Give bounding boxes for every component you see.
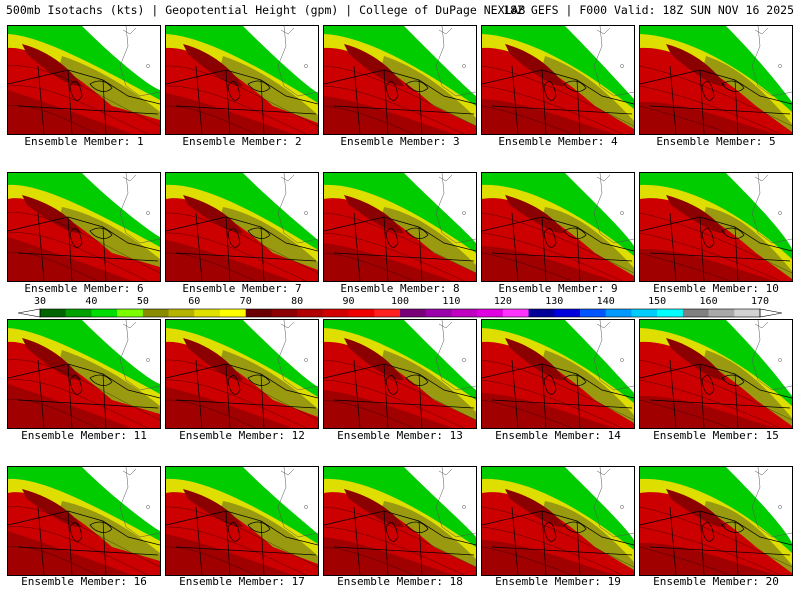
- ensemble-member-map: [639, 466, 793, 576]
- ensemble-member-label: Ensemble Member: 3: [340, 135, 460, 148]
- ensemble-member-map: [165, 172, 319, 282]
- colorbar-swatch: [297, 309, 324, 317]
- colorbar-swatch: [348, 309, 375, 317]
- ensemble-member-map: [165, 319, 319, 429]
- colorbar-swatch: [40, 309, 67, 317]
- colorbar-swatch: [194, 309, 221, 317]
- colorbar-tick-label: 170: [750, 296, 770, 307]
- header-valid-time: 18Z GEFS | F000 Valid: 18Z SUN NOV 16 20…: [503, 3, 794, 17]
- ensemble-member-map: [323, 466, 477, 576]
- ensemble-member-label: Ensemble Member: 16: [21, 575, 147, 588]
- colorbar-swatch: [400, 309, 427, 317]
- colorbar-swatch: [142, 309, 170, 317]
- colorbar-swatch: [528, 309, 555, 317]
- ensemble-member-map: [481, 172, 635, 282]
- colorbar-swatch: [271, 309, 298, 317]
- colorbar-swatch: [168, 309, 195, 317]
- colorbar-right-arrow: [759, 308, 783, 318]
- colorbar-swatch: [631, 309, 658, 317]
- colorbar-swatch: [734, 309, 761, 317]
- colorbar-swatches: [17, 308, 783, 318]
- colorbar-tick-label: 90: [342, 296, 355, 307]
- colorbar-tick-label: 30: [33, 296, 47, 307]
- ensemble-member-map: [7, 25, 161, 135]
- ensemble-member-label: Ensemble Member: 12: [179, 429, 305, 442]
- colorbar-outline: [39, 308, 761, 318]
- ensemble-member-label: Ensemble Member: 6: [24, 282, 144, 295]
- colorbar-tick-label: 40: [85, 296, 98, 307]
- ensemble-member-map: [639, 172, 793, 282]
- colorbar-swatch: [117, 309, 144, 317]
- colorbar-swatch: [451, 309, 478, 317]
- colorbar-swatch: [708, 309, 735, 317]
- colorbar-left-arrow: [17, 308, 41, 318]
- colorbar-tick-label: 140: [596, 296, 615, 307]
- ensemble-member-label: Ensemble Member: 2: [182, 135, 302, 148]
- ensemble-member-label: Ensemble Member: 19: [495, 575, 621, 588]
- ensemble-member-label: Ensemble Member: 9: [498, 282, 618, 295]
- ensemble-member-label: Ensemble Member: 14: [495, 429, 621, 442]
- ensemble-member-map: [165, 466, 319, 576]
- ensemble-member-label: Ensemble Member: 15: [653, 429, 779, 442]
- colorbar-swatch: [477, 309, 504, 317]
- ensemble-member-map: [323, 25, 477, 135]
- ensemble-member-label: Ensemble Member: 5: [656, 135, 776, 148]
- ensemble-member-map: [481, 25, 635, 135]
- ensemble-member-map: [7, 466, 161, 576]
- colorbar-swatch: [91, 309, 118, 317]
- colorbar-swatch: [580, 309, 607, 317]
- map-header: 500mb Isotachs (kts) | Geopotential Heig…: [6, 0, 794, 20]
- colorbar-swatch: [682, 309, 710, 317]
- ensemble-member-label: Ensemble Member: 18: [337, 575, 463, 588]
- ensemble-member-label: Ensemble Member: 7: [182, 282, 302, 295]
- colorbar-tick-label: 160: [699, 296, 718, 307]
- colorbar-tick-label: 130: [545, 296, 564, 307]
- colorbar-swatch: [220, 309, 247, 317]
- colorbar-swatch: [65, 309, 92, 317]
- colorbar-tick-label: 70: [239, 296, 252, 307]
- ensemble-member-label: Ensemble Member: 8: [340, 282, 460, 295]
- ensemble-member-map: [481, 319, 635, 429]
- colorbar-swatch: [374, 309, 401, 317]
- colorbar-tick-label: 120: [493, 296, 512, 307]
- ensemble-member-label: Ensemble Member: 10: [653, 282, 779, 295]
- colorbar-tick-label: 110: [442, 296, 461, 307]
- ensemble-member-map: [481, 466, 635, 576]
- ensemble-member-map: [7, 172, 161, 282]
- colorbar-swatch: [502, 309, 530, 317]
- colorbar-tick-label: 50: [136, 296, 149, 307]
- header-title: 500mb Isotachs (kts) | Geopotential Heig…: [6, 3, 526, 17]
- colorbar-swatch: [322, 309, 350, 317]
- ensemble-member-label: Ensemble Member: 4: [498, 135, 618, 148]
- ensemble-member-label: Ensemble Member: 1: [24, 135, 144, 148]
- ensemble-member-label: Ensemble Member: 17: [179, 575, 305, 588]
- colorbar-swatch: [554, 309, 581, 317]
- ensemble-member-map: [165, 25, 319, 135]
- ensemble-member-map: [323, 319, 477, 429]
- colorbar-swatch: [657, 309, 684, 317]
- colorbar-tick-label: 100: [390, 296, 410, 307]
- colorbar-swatch: [425, 309, 452, 317]
- ensemble-member-map: [323, 172, 477, 282]
- colorbar-swatch: [605, 309, 632, 317]
- ensemble-member-map: [639, 25, 793, 135]
- colorbar-swatch: [245, 309, 272, 317]
- ensemble-member-map: [7, 319, 161, 429]
- colorbar-tick-label: 60: [188, 296, 201, 307]
- colorbar-tick-label: 80: [291, 296, 304, 307]
- ensemble-member-label: Ensemble Member: 11: [21, 429, 147, 442]
- colorbar-tick-label: 150: [648, 296, 667, 307]
- ensemble-member-label: Ensemble Member: 20: [653, 575, 779, 588]
- ensemble-member-label: Ensemble Member: 13: [337, 429, 463, 442]
- ensemble-member-map: [639, 319, 793, 429]
